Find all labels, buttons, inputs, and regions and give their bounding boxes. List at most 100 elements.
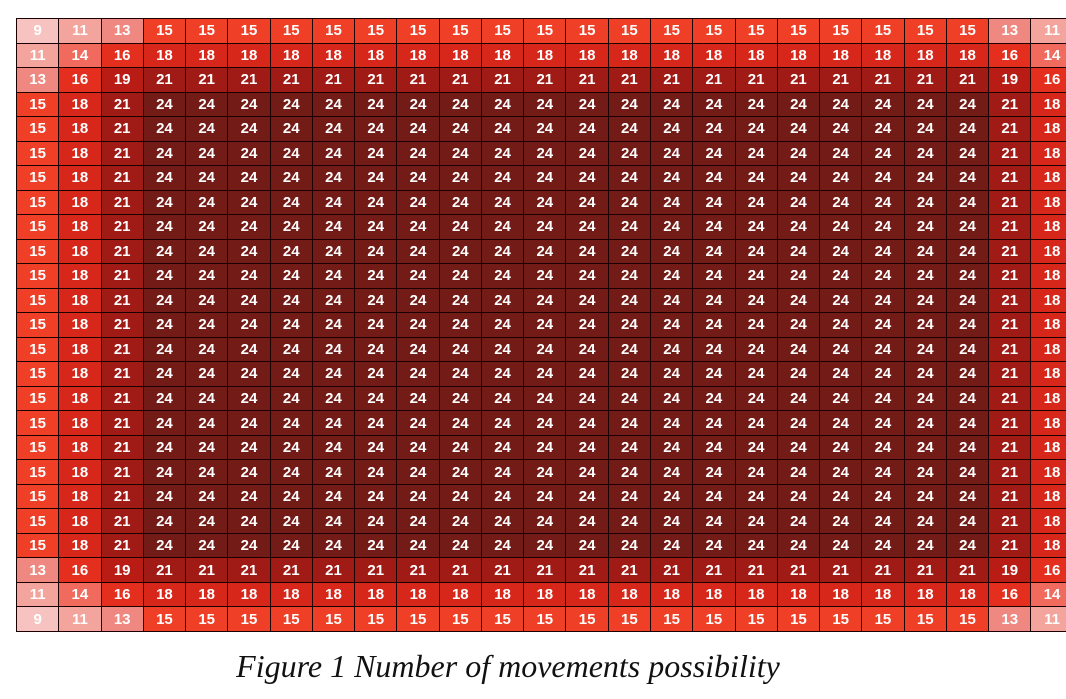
heatmap-cell: 24 [480, 532, 525, 559]
heatmap-cell: 24 [269, 385, 313, 412]
heatmap-cell: 24 [269, 532, 313, 559]
heatmap-cell: 24 [945, 434, 990, 461]
heatmap-cell: 24 [819, 116, 863, 142]
heatmap-cell: 24 [438, 165, 482, 191]
heatmap-cell: 24 [185, 385, 229, 412]
heatmap-cell: 13 [15, 67, 60, 93]
heatmap-cell: 24 [945, 214, 990, 240]
heatmap-cell: 24 [692, 508, 736, 534]
heatmap-cell: 24 [311, 508, 356, 534]
heatmap-cell: 21 [819, 67, 863, 93]
heatmap-cell: 24 [523, 214, 567, 240]
heatmap-cell: 18 [1030, 214, 1066, 240]
heatmap-cell: 24 [692, 238, 736, 265]
heatmap-cell: 16 [100, 581, 144, 608]
heatmap-cell: 24 [734, 336, 778, 363]
heatmap-cell: 24 [142, 116, 187, 142]
heatmap-cell: 24 [903, 336, 947, 363]
heatmap-cell: 24 [269, 459, 313, 485]
heatmap-cell: 15 [607, 18, 651, 44]
heatmap-cell: 18 [1030, 336, 1066, 363]
heatmap-cell: 15 [480, 606, 525, 632]
heatmap-cell: 21 [354, 67, 398, 93]
heatmap-cell: 18 [861, 42, 905, 69]
heatmap-cell: 24 [523, 165, 567, 191]
heatmap-cell: 24 [861, 312, 905, 338]
heatmap-cell: 24 [734, 287, 778, 314]
heatmap-cell: 24 [565, 532, 609, 559]
heatmap-cell: 24 [311, 336, 356, 363]
heatmap-cell: 18 [649, 42, 694, 69]
heatmap-cell: 24 [565, 165, 609, 191]
heatmap-cell: 24 [227, 91, 271, 118]
heatmap-cell: 24 [185, 116, 229, 142]
heatmap-cell: 24 [861, 189, 905, 216]
heatmap-cell: 21 [227, 67, 271, 93]
heatmap-cell: 14 [58, 42, 102, 69]
heatmap-cell: 24 [861, 483, 905, 510]
heatmap-cell: 18 [58, 483, 102, 510]
heatmap-cell: 24 [607, 508, 651, 534]
heatmap-cell: 21 [100, 140, 144, 167]
heatmap-cell: 21 [988, 434, 1032, 461]
heatmap-row: 15 18 21 24 24 24 24 24 24 24 24 24 24 24 24 24 24 24 24 24… [15, 434, 1066, 461]
heatmap-cell: 15 [523, 606, 567, 632]
heatmap-cell: 24 [311, 263, 356, 289]
heatmap-cell: 24 [649, 483, 694, 510]
heatmap-cell: 24 [438, 336, 482, 363]
heatmap-cell: 24 [861, 532, 905, 559]
heatmap-cell: 18 [1030, 532, 1066, 559]
heatmap-cell: 24 [776, 287, 821, 314]
heatmap-cell: 24 [734, 238, 778, 265]
heatmap-cell: 15 [142, 18, 187, 44]
heatmap-cell: 24 [734, 385, 778, 412]
heatmap-cell: 24 [607, 287, 651, 314]
heatmap-cell: 18 [649, 581, 694, 608]
heatmap-cell: 24 [311, 532, 356, 559]
heatmap-cell: 24 [185, 238, 229, 265]
heatmap-cell: 24 [945, 238, 990, 265]
heatmap-cell: 24 [185, 434, 229, 461]
heatmap-cell: 24 [227, 532, 271, 559]
heatmap-cell: 24 [396, 532, 440, 559]
heatmap-cell: 24 [269, 189, 313, 216]
heatmap-cell: 15 [185, 18, 229, 44]
heatmap-cell: 21 [988, 385, 1032, 412]
heatmap-cell: 24 [354, 483, 398, 510]
heatmap-cell: 24 [227, 263, 271, 289]
heatmap-cell: 21 [607, 67, 651, 93]
heatmap-cell: 15 [15, 410, 60, 436]
heatmap-cell: 18 [565, 581, 609, 608]
heatmap-cell: 18 [1030, 312, 1066, 338]
heatmap-cell: 18 [523, 42, 567, 69]
heatmap-cell: 24 [227, 140, 271, 167]
heatmap-cell: 24 [903, 532, 947, 559]
heatmap-cell: 11 [1030, 606, 1066, 632]
heatmap-cell: 24 [523, 189, 567, 216]
heatmap-cell: 24 [945, 508, 990, 534]
heatmap-cell: 9 [15, 18, 60, 44]
heatmap-cell: 21 [988, 287, 1032, 314]
heatmap-cell: 18 [269, 42, 313, 69]
heatmap-cell: 21 [903, 67, 947, 93]
heatmap-cell: 21 [438, 557, 482, 583]
heatmap-cell: 24 [438, 483, 482, 510]
heatmap-cell: 24 [649, 410, 694, 436]
heatmap-cell: 24 [903, 361, 947, 387]
heatmap-cell: 24 [734, 361, 778, 387]
heatmap-cell: 24 [354, 189, 398, 216]
heatmap-cell: 24 [649, 532, 694, 559]
heatmap-cell: 24 [480, 140, 525, 167]
heatmap-cell: 18 [58, 287, 102, 314]
heatmap-cell: 24 [438, 410, 482, 436]
heatmap-cell: 24 [776, 361, 821, 387]
heatmap-cell: 24 [945, 140, 990, 167]
heatmap-cell: 24 [480, 189, 525, 216]
heatmap-cell: 21 [100, 336, 144, 363]
heatmap-cell: 24 [565, 361, 609, 387]
heatmap-cell: 24 [396, 459, 440, 485]
heatmap-cell: 24 [311, 214, 356, 240]
heatmap-cell: 18 [185, 581, 229, 608]
heatmap-cell: 19 [100, 67, 144, 93]
heatmap-cell: 18 [945, 581, 990, 608]
